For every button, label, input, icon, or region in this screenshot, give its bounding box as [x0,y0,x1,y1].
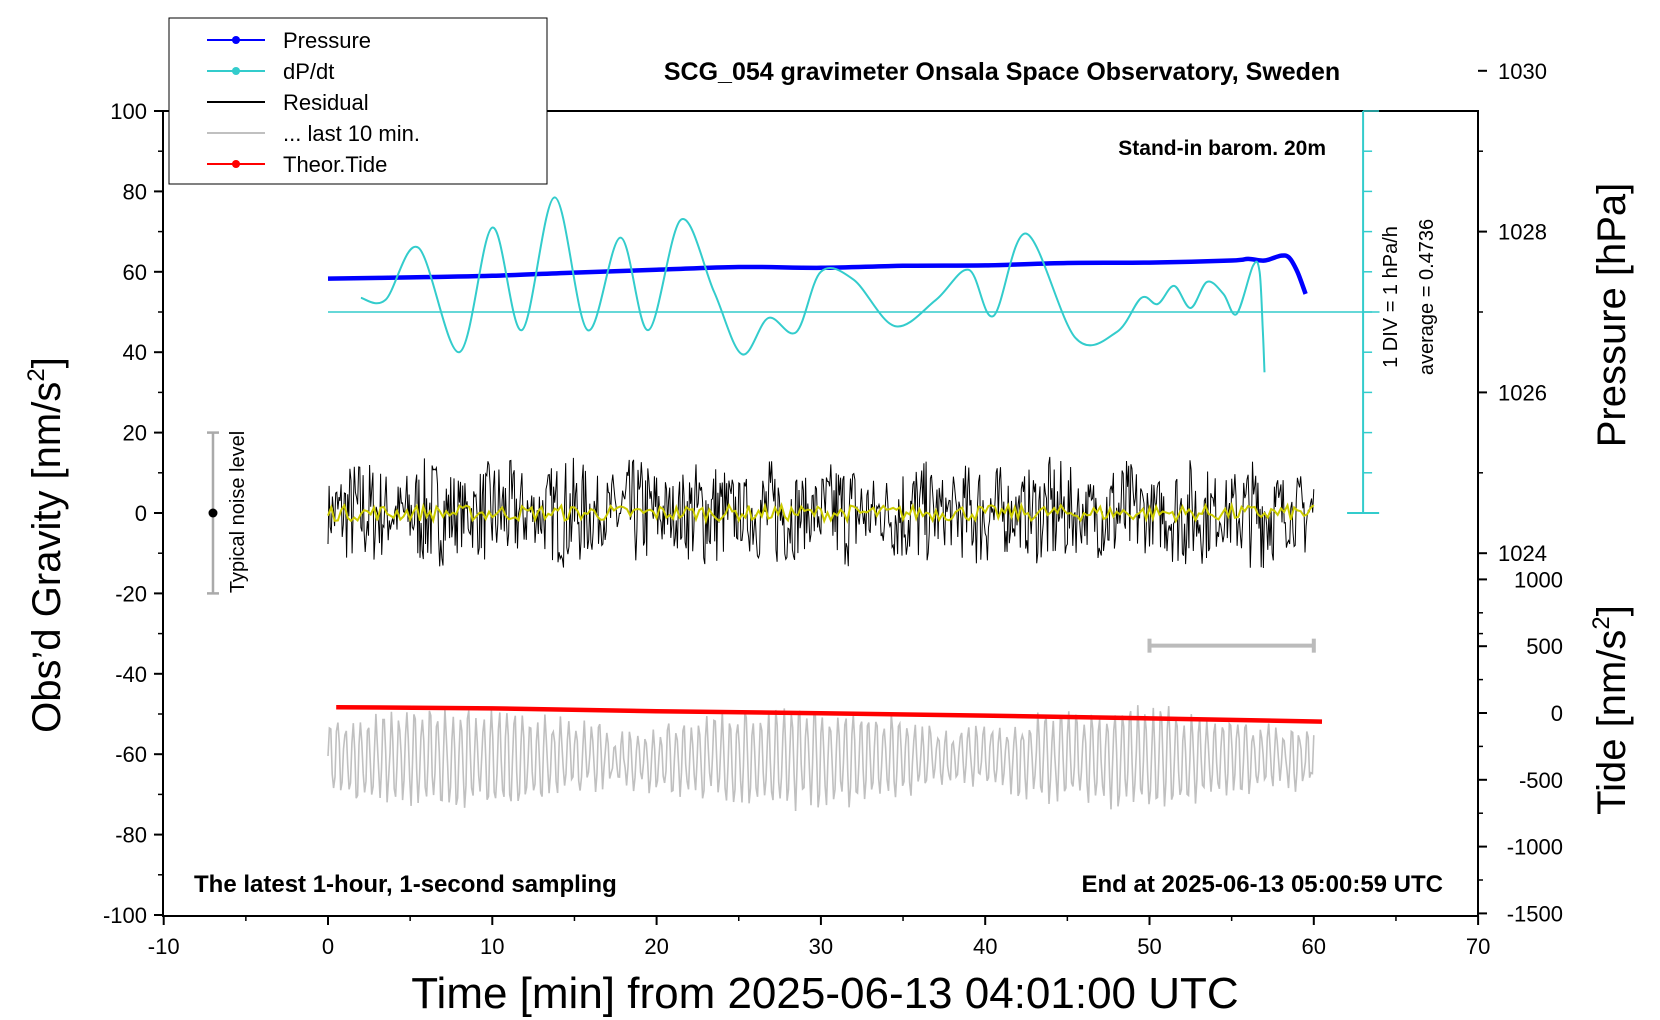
tide-tick-label: 1000 [1514,567,1563,592]
x-tick-label: 50 [1137,934,1161,959]
y-tick-label: 20 [123,421,147,446]
y-tick-label: 40 [123,340,147,365]
legend-label: dP/dt [283,59,334,84]
tide-tick-label: -500 [1519,768,1563,793]
last-10-min-line [327,705,1315,812]
x-tick-label: 20 [644,934,668,959]
pressure-tick-label: 1026 [1498,380,1547,405]
legend-items: Pressure dP/dt Residual ... last 10 min. The… [207,28,420,177]
y-tick-label: -40 [115,662,147,687]
legend-marker-swatch [232,67,240,75]
legend-label: Theor.Tide [283,152,387,177]
y-axis-label-left-end: ] [25,357,69,368]
y-tick-label: 0 [135,501,147,526]
residual-line [327,456,1315,569]
x-tick-label: 30 [809,934,833,959]
x-tick-label: 70 [1466,934,1490,959]
x-tick-label: 10 [480,934,504,959]
tide-tick-label: 500 [1526,634,1563,659]
y-axis-label-tide-end: ] [1590,605,1634,616]
y-axis-label-tide-main: Tide [nm/s [1590,630,1634,815]
y-axis-label-left-main: Obs’d Gravity [nm/s [25,382,69,733]
annotation-div: 1 DIV = 1 hPa/h [1380,226,1402,368]
legend-label: Pressure [283,28,371,53]
y-tick-label: -100 [103,903,147,928]
x-tick-label: -10 [148,934,180,959]
x-tick-label: 40 [973,934,997,959]
x-tick-label: 60 [1302,934,1326,959]
noise-level-center-dot [208,508,218,518]
annotation-average: average = 0.4736 [1416,219,1438,375]
axis-ticks: -10 0 10 20 30 40 50 60 70100806040200-20-40-60-… [103,59,1563,959]
pressure-tick-label: 1028 [1498,220,1547,245]
legend-marker-swatch [232,36,240,44]
y-tick-label: -20 [115,581,147,606]
tide-tick-label: -1500 [1507,901,1563,926]
y-tick-label: 100 [110,99,147,124]
annotation-noise: Typical noise level [227,431,249,593]
pressure-line [327,253,1308,295]
legend: Pressure dP/dt Residual ... last 10 min. The… [168,17,548,185]
y-axis-label-left-sup: 2 [23,368,50,381]
footer-left: The latest 1-hour, 1-second sampling [194,871,617,898]
footer-right: End at 2025-06-13 05:00:59 UTC [1082,871,1444,898]
y-axis-label-left: Obs’d Gravity [nm/s2] [23,357,69,733]
legend-label: Residual [283,90,369,115]
x-tick-label: 0 [322,934,334,959]
pressure-tick-label: 1030 [1498,59,1547,84]
legend-label: ... last 10 min. [283,121,420,146]
y-tick-label: 60 [123,260,147,285]
y-tick-label: -80 [115,823,147,848]
x-axis-label: Time [min] from 2025-06-13 04:01:00 UTC [411,969,1238,1018]
tide-tick-label: -1000 [1507,835,1563,860]
y-axis-label-tide: Tide [nm/s2] [1588,605,1634,815]
y-axis-label-pressure: Pressure [hPa] [1590,183,1634,448]
pressure-tick-label: 1024 [1498,541,1547,566]
y-tick-label: 80 [123,179,147,204]
tide-line [336,704,1323,724]
chart-title: SCG_054 gravimeter Onsala Space Observat… [664,58,1340,86]
residual-smoothed-line [327,501,1315,525]
tide-tick-label: 0 [1551,701,1563,726]
annotation-barom: Stand-in barom. 20m [1118,137,1326,160]
legend-marker-swatch [232,160,240,168]
series-layer [206,110,1380,812]
y-axis-label-tide-sup: 2 [1588,616,1615,629]
dpdt-line [360,196,1266,373]
y-tick-label: -60 [115,742,147,767]
